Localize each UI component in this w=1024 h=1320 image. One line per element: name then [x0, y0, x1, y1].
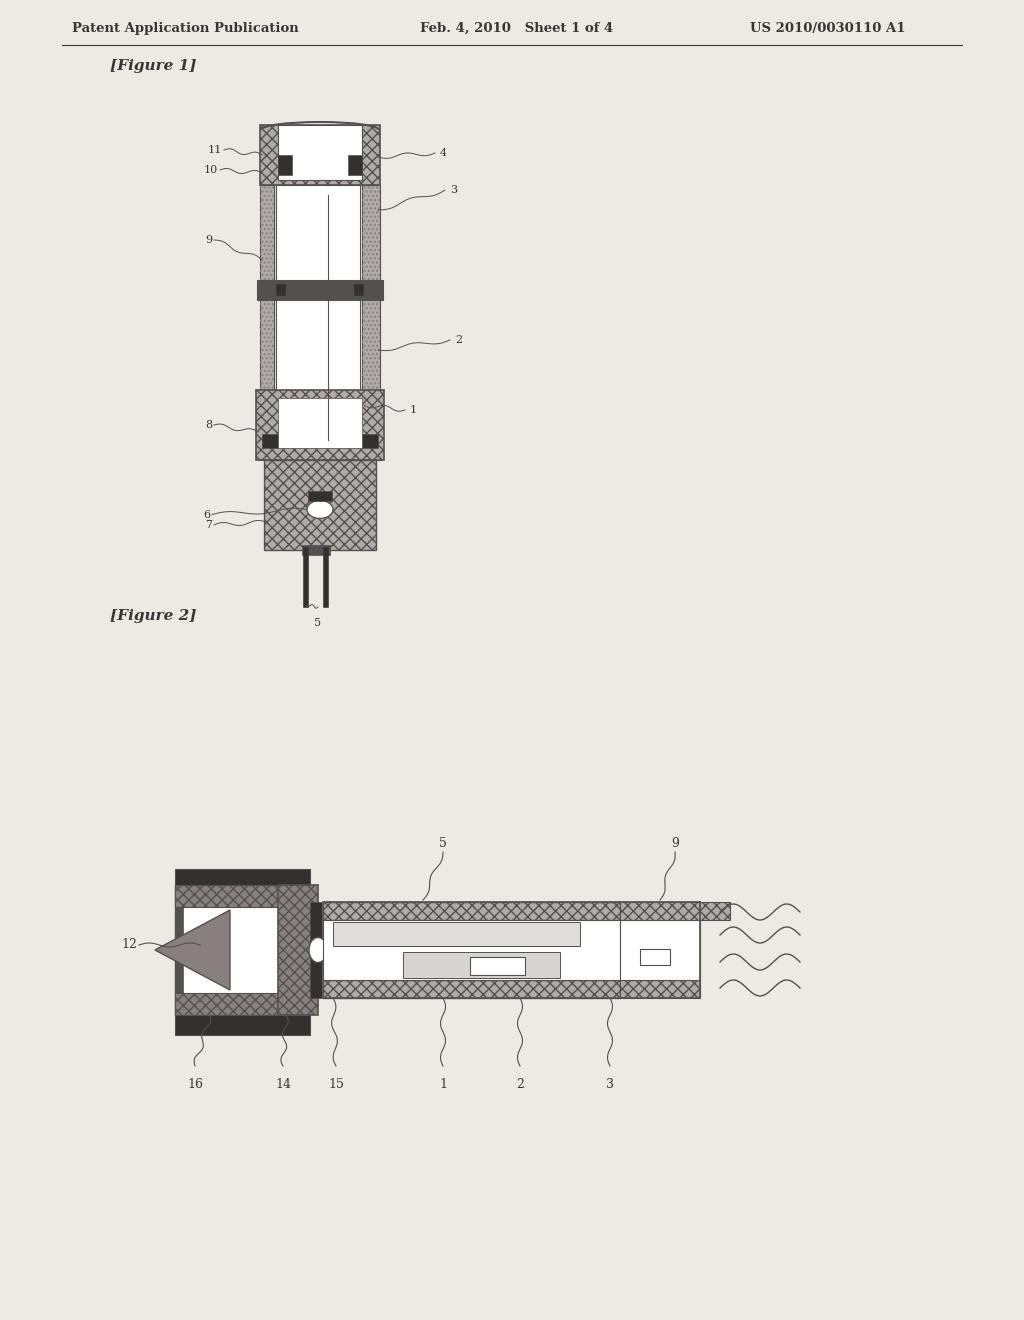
Text: 10: 10 [204, 165, 218, 176]
Bar [175, 993, 290, 1015]
Bar [256, 389, 384, 459]
Bar [310, 902, 322, 998]
Text: 16: 16 [187, 1078, 203, 1092]
Text: 1: 1 [410, 405, 417, 414]
Bar [175, 884, 290, 907]
Bar [470, 957, 525, 975]
Text: Feb. 4, 2010   Sheet 1 of 4: Feb. 4, 2010 Sheet 1 of 4 [420, 22, 613, 36]
Text: 9: 9 [671, 837, 679, 850]
Bar [620, 920, 700, 979]
Text: [Figure 1]: [Figure 1] [110, 59, 197, 73]
Bar [620, 902, 730, 920]
Text: 14: 14 [275, 1078, 291, 1092]
Text: 2: 2 [516, 1078, 524, 1092]
Bar [620, 979, 700, 998]
Bar [264, 459, 376, 550]
Text: 3: 3 [450, 185, 457, 195]
Text: 15: 15 [328, 1078, 344, 1092]
Text: 5: 5 [439, 837, 446, 850]
Bar [278, 399, 362, 447]
Bar [362, 185, 380, 459]
Text: 9: 9 [205, 235, 212, 246]
Bar [175, 993, 290, 1015]
Bar [175, 869, 310, 884]
Text: 12: 12 [121, 939, 137, 952]
Bar [278, 154, 292, 176]
Text: 1: 1 [439, 1078, 447, 1092]
Text: 5: 5 [314, 618, 322, 628]
Polygon shape [155, 909, 230, 990]
Bar [323, 902, 620, 920]
Bar [323, 979, 620, 998]
Bar [264, 459, 376, 550]
Text: 8: 8 [205, 420, 212, 430]
Bar [323, 979, 620, 998]
Text: 2: 2 [455, 335, 462, 345]
Bar [256, 389, 384, 459]
Bar [302, 545, 330, 554]
Text: 6: 6 [203, 510, 210, 520]
Bar [620, 902, 730, 920]
Text: Patent Application Publication: Patent Application Publication [72, 22, 299, 36]
Text: [Figure 2]: [Figure 2] [110, 609, 197, 623]
Bar [175, 884, 290, 1015]
Bar [276, 284, 286, 296]
Bar [333, 921, 580, 946]
Bar [257, 280, 383, 300]
Bar [640, 949, 670, 965]
Bar [403, 952, 560, 978]
Bar [260, 185, 274, 459]
Bar [276, 185, 360, 459]
Bar [308, 491, 332, 500]
Bar [183, 900, 278, 1001]
Bar [278, 884, 318, 1015]
Bar [260, 185, 274, 459]
Bar [354, 284, 364, 296]
Bar [348, 154, 362, 176]
Bar [362, 185, 380, 459]
Bar [278, 125, 362, 180]
Bar [175, 1015, 310, 1035]
Text: 11: 11 [208, 145, 222, 154]
Bar [323, 902, 620, 920]
Ellipse shape [309, 937, 327, 962]
Bar [323, 920, 620, 979]
Bar [262, 434, 378, 447]
Bar [260, 125, 380, 185]
Ellipse shape [307, 500, 333, 519]
Bar [278, 884, 318, 1015]
Bar [260, 125, 380, 185]
Bar [620, 979, 700, 998]
Text: 7: 7 [205, 520, 212, 531]
Text: 4: 4 [440, 148, 447, 158]
Bar [175, 884, 290, 907]
Text: US 2010/0030110 A1: US 2010/0030110 A1 [750, 22, 905, 36]
Text: 3: 3 [606, 1078, 614, 1092]
